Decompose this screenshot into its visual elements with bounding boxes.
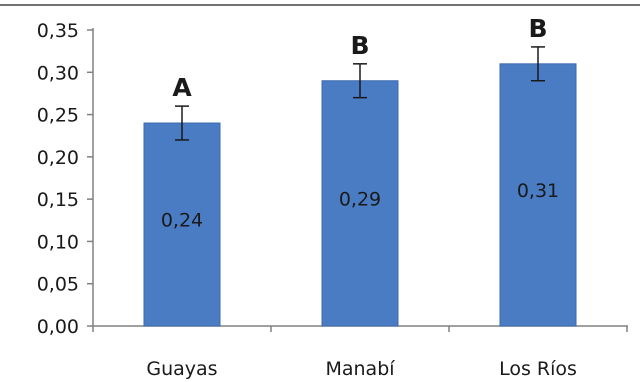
group-letter: B bbox=[528, 14, 547, 43]
y-tick-label: 0,00 bbox=[37, 316, 79, 338]
data-label: 0,29 bbox=[339, 188, 381, 210]
data-label: 0,24 bbox=[161, 210, 203, 232]
bars-group bbox=[143, 46, 577, 327]
labels-group: A 0,24 Guayas B 0,29 Manabí B 0,31 Los Ríos bbox=[146, 14, 577, 380]
y-tick-label: 0,35 bbox=[37, 20, 79, 42]
y-tick-label: 0,05 bbox=[37, 274, 79, 296]
group-letter: A bbox=[172, 73, 192, 102]
x-axis bbox=[92, 325, 628, 332]
bar-3 bbox=[499, 63, 577, 327]
group-letter: B bbox=[350, 31, 369, 60]
y-tick-label: 0,25 bbox=[37, 105, 79, 127]
x-category-label: Guayas bbox=[146, 358, 217, 380]
x-category-label: Manabí bbox=[325, 358, 395, 380]
y-tick-label: 0,10 bbox=[37, 231, 79, 253]
bar-1 bbox=[143, 122, 221, 327]
y-axis: 0,00 0,05 0,10 0,15 0,20 0,25 0,30 0,35 bbox=[37, 20, 94, 338]
y-tick-label: 0,15 bbox=[37, 189, 79, 211]
data-label: 0,31 bbox=[517, 180, 559, 202]
x-category-label: Los Ríos bbox=[499, 358, 577, 380]
y-tick-label: 0,20 bbox=[37, 147, 79, 169]
y-tick-label: 0,30 bbox=[37, 62, 79, 84]
